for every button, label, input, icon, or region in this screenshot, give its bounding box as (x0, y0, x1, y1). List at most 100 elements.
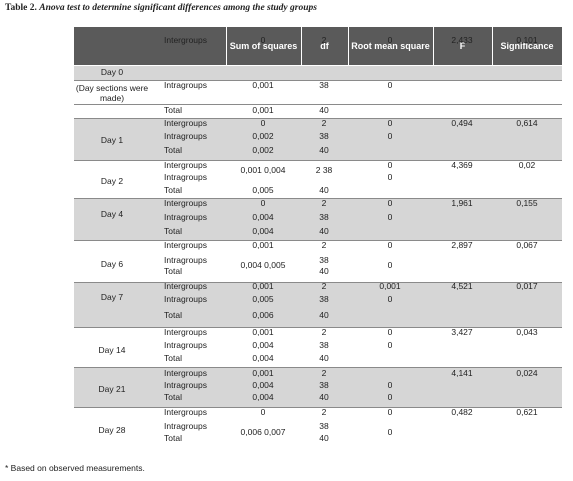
sum-of-squares-cell: 0 (260, 35, 266, 45)
day-label: Day 7 (100, 292, 124, 302)
df-cell: 2 (321, 327, 327, 337)
sum-of-squares-cell: 0,004 (252, 340, 274, 350)
significance-cell: 0,101 (516, 35, 538, 45)
f-value-cell: 4,521 (451, 281, 473, 291)
sum-of-squares-cell: 0,001 (252, 80, 274, 90)
row-divider (74, 198, 562, 199)
row-group-label: Intragroups (164, 340, 207, 350)
day-label: Day 6 (100, 259, 124, 269)
f-value-cell: 0,494 (451, 118, 473, 128)
day-label: Day 28 (98, 425, 126, 435)
root-mean-square-cell: 0 (387, 327, 393, 337)
df-cell: 38 (319, 294, 329, 304)
f-value-cell: 3,427 (451, 327, 473, 337)
sum-of-squares-cell: 0,005 (252, 294, 274, 304)
root-mean-square-cell: 0 (387, 427, 393, 437)
df-cell: 38 (319, 380, 329, 390)
root-mean-square-cell: 0 (387, 35, 393, 45)
significance-cell: 0,02 (518, 160, 536, 170)
df-cell: 40 (319, 392, 329, 402)
df-cell: 2 (321, 368, 327, 378)
significance-cell: 0,043 (516, 327, 538, 337)
df-cell: 40 (319, 226, 329, 236)
sum-of-squares-cell: 0,001 (252, 240, 274, 250)
day-label: Day 14 (98, 345, 126, 355)
row-group-label: Intragroups (164, 80, 207, 90)
df-cell: 40 (319, 185, 329, 195)
sum-of-squares-cell: 0,001 (252, 368, 274, 378)
row-divider (74, 367, 562, 368)
row-group-label: Intergroups (164, 407, 207, 417)
row-divider (74, 160, 562, 161)
row-band (74, 160, 562, 198)
significance-cell: 0,017 (516, 281, 538, 291)
row-band (74, 66, 562, 80)
df-cell: 40 (319, 310, 329, 320)
df-cell: 38 (319, 421, 329, 431)
root-mean-square-cell: 0 (387, 80, 393, 90)
row-divider (74, 118, 562, 119)
sum-of-squares-cell: 0,004 (252, 392, 274, 402)
row-band (74, 282, 562, 327)
root-mean-square-cell: 0 (387, 392, 393, 402)
row-group-label: Intragroups (164, 212, 207, 222)
sum-of-squares-cell: 0,002 (252, 145, 274, 155)
table-header: Sum of squares df Root mean square F Sig… (74, 27, 562, 65)
root-mean-square-cell: 0 (387, 131, 393, 141)
day-label: Day 1 (100, 135, 124, 145)
row-group-label: Intergroups (164, 118, 207, 128)
row-group-label: Intergroups (164, 160, 207, 170)
row-group-label: Total (164, 185, 182, 195)
anova-table: Sum of squares df Root mean square F Sig… (74, 27, 562, 449)
header-significance: Significance (500, 41, 554, 51)
row-group-label: Total (164, 145, 182, 155)
significance-cell: 0,155 (516, 198, 538, 208)
df-cell: 38 (319, 212, 329, 222)
header-f: F (459, 41, 466, 51)
f-value-cell: 2,433 (451, 35, 473, 45)
day-label: Day 2 (100, 176, 124, 186)
row-band (74, 80, 562, 104)
row-band (74, 198, 562, 240)
row-group-label: Total (164, 310, 182, 320)
row-group-label: Intragroups (164, 131, 207, 141)
root-mean-square-cell: 0 (387, 172, 393, 182)
significance-cell: 0,614 (516, 118, 538, 128)
f-value-cell: 2,897 (451, 240, 473, 250)
df-cell: 2 38 (315, 165, 333, 175)
row-divider (74, 104, 562, 105)
header-df: df (320, 41, 329, 51)
sum-of-squares-cell: 0,006 0,007 (240, 427, 286, 437)
table-caption: Table 2. Anova test to determine signifi… (5, 3, 317, 13)
df-cell: 40 (319, 266, 329, 276)
caption-label: Table 2. (5, 3, 37, 13)
row-group-label: Intragroups (164, 255, 207, 265)
df-cell: 40 (319, 105, 329, 115)
df-cell: 40 (319, 353, 329, 363)
day-label: (Day sections were made) (75, 83, 149, 103)
row-band (74, 367, 562, 407)
row-divider (74, 80, 562, 81)
sum-of-squares-cell: 0,004 (252, 212, 274, 222)
sum-of-squares-cell: 0 (260, 407, 266, 417)
row-group-label: Intergroups (164, 198, 207, 208)
df-cell: 38 (319, 255, 329, 265)
df-cell: 40 (319, 433, 329, 443)
sum-of-squares-cell: 0,001 (252, 281, 274, 291)
row-divider (74, 282, 562, 283)
root-mean-square-cell: 0 (387, 198, 393, 208)
row-group-label: Total (164, 266, 182, 276)
row-band (74, 104, 562, 118)
significance-cell: 0,621 (516, 407, 538, 417)
sum-of-squares-cell: 0,004 (252, 380, 274, 390)
df-cell: 38 (319, 131, 329, 141)
root-mean-square-cell: 0 (387, 407, 393, 417)
row-group-label: Total (164, 226, 182, 236)
root-mean-square-cell: 0 (387, 240, 393, 250)
sum-of-squares-cell: 0,004 (252, 353, 274, 363)
df-cell: 2 (321, 118, 327, 128)
row-divider (74, 407, 562, 408)
sum-of-squares-cell: 0,001 (252, 327, 274, 337)
row-group-label: Total (164, 353, 182, 363)
sum-of-squares-cell: 0,004 (252, 226, 274, 236)
